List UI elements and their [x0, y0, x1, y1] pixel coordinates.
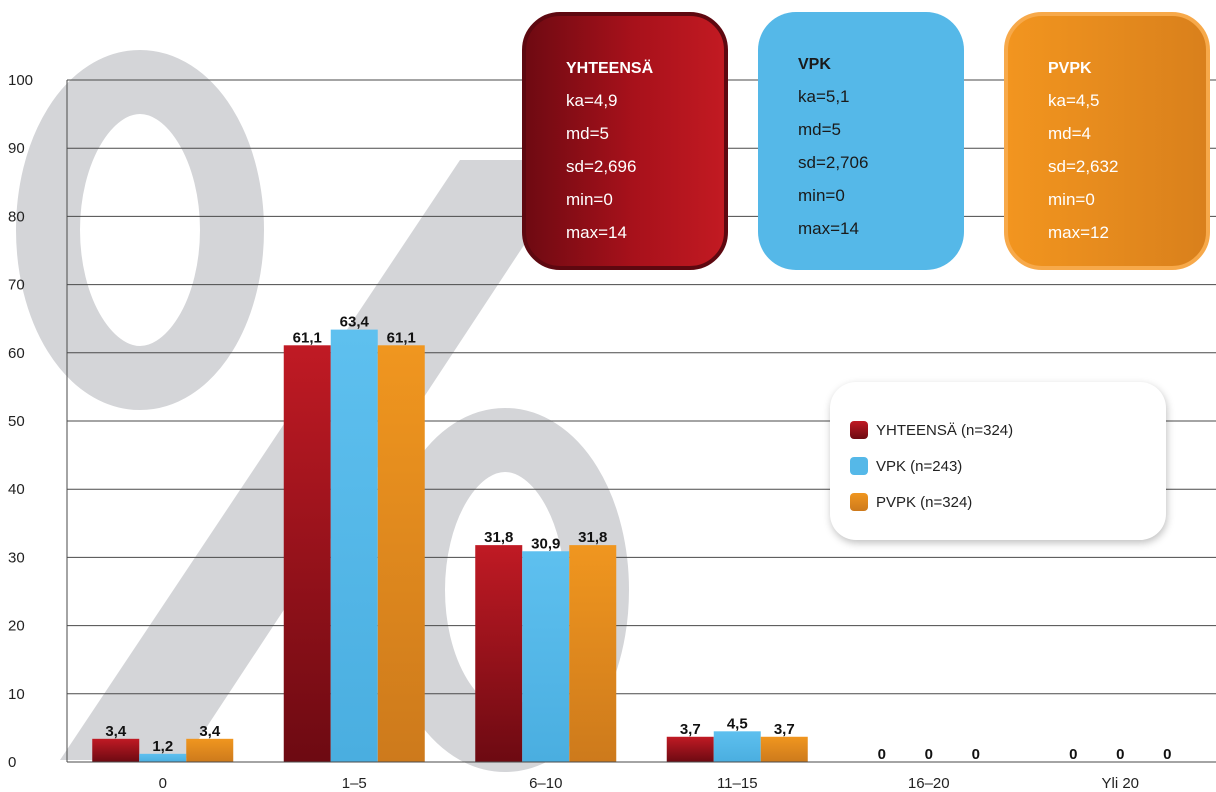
data-label: 0: [972, 746, 980, 763]
legend-label: PVPK (n=324): [876, 493, 973, 511]
legend-item-vpk: VPK (n=243): [850, 448, 1166, 484]
stat-sd: sd=2,706: [798, 153, 869, 172]
stat-box-title: PVPK: [1048, 60, 1092, 77]
bar: [713, 731, 761, 762]
stat-sd: sd=2,696: [566, 157, 637, 176]
value-labels: 3,4 1,2 3,4 61,1 63,4 61,1 31,8 30,9 31,8 3,7 4,5 3…: [105, 314, 1171, 763]
data-label: 61,1: [387, 329, 416, 346]
bar: [760, 736, 808, 762]
stat-min: min=0: [566, 190, 613, 209]
bar: [522, 551, 570, 762]
data-label: 0: [1116, 746, 1124, 763]
stat-box-pvpk: PVPK ka=4,5 md=4 sd=2,632 min=0 max=12: [1004, 12, 1210, 270]
data-label: 0: [878, 746, 886, 763]
stat-median: md=5: [566, 124, 609, 143]
x-tick-label: 6–10: [529, 775, 562, 792]
y-tick-label: 30: [8, 549, 25, 566]
y-tick-label: 60: [8, 345, 25, 362]
stat-sd: sd=2,632: [1048, 157, 1119, 176]
x-tick-label: 11–15: [717, 775, 758, 792]
stat-mean: ka=4,9: [566, 91, 618, 110]
data-label: 30,9: [531, 535, 560, 552]
stat-box-title: VPK: [798, 56, 831, 73]
bar: [186, 738, 234, 762]
stat-min: min=0: [1048, 190, 1095, 209]
legend-swatch-blue: [850, 457, 868, 475]
bars: [92, 329, 808, 762]
bar: [330, 329, 378, 762]
bar: [283, 345, 331, 762]
y-tick-label: 70: [8, 277, 25, 294]
legend-item-yhteensa: YHTEENSÄ (n=324): [850, 412, 1166, 448]
bar: [139, 753, 187, 762]
stat-median: md=5: [798, 120, 841, 139]
legend-swatch-red: [850, 421, 868, 439]
data-label: 3,4: [105, 723, 127, 740]
data-label: 63,4: [340, 314, 370, 331]
bar: [475, 545, 523, 762]
chart-legend: YHTEENSÄ (n=324) VPK (n=243) PVPK (n=324…: [830, 382, 1166, 540]
y-tick-label: 50: [8, 413, 25, 430]
bar: [377, 345, 425, 762]
x-tick-label: Yli 20: [1101, 775, 1139, 792]
stat-box-yhteensa: YHTEENSÄ ka=4,9 md=5 sd=2,696 min=0 max=…: [522, 12, 728, 270]
y-tick-label: 90: [8, 140, 25, 157]
stat-max: max=12: [1048, 223, 1109, 242]
bar: [666, 736, 714, 762]
legend-swatch-orange: [850, 493, 868, 511]
bar: [92, 738, 140, 762]
data-label: 31,8: [484, 529, 513, 546]
stat-mean: ka=5,1: [798, 87, 850, 106]
data-label: 4,5: [727, 715, 748, 732]
y-tick-label: 20: [8, 618, 25, 635]
x-tick-label: 0: [159, 775, 167, 792]
stat-mean: ka=4,5: [1048, 91, 1100, 110]
bar: [569, 545, 617, 762]
data-label: 3,7: [680, 721, 701, 738]
stat-max: max=14: [798, 219, 859, 238]
data-label: 1,2: [152, 738, 173, 755]
stat-min: min=0: [798, 186, 845, 205]
data-label: 0: [925, 746, 933, 763]
data-label: 61,1: [293, 329, 322, 346]
stat-box-vpk: VPK ka=5,1 md=5 sd=2,706 min=0 max=14: [758, 12, 964, 270]
axes: 0 10 20 30 40 50 60 70 80 90 100 0 1–5 6–10 11–15 16–20…: [8, 72, 1216, 792]
stat-box-title: YHTEENSÄ: [566, 60, 654, 77]
y-tick-label: 10: [8, 686, 25, 703]
legend-label: VPK (n=243): [876, 457, 963, 475]
y-tick-label: 80: [8, 208, 25, 225]
data-label: 0: [1069, 746, 1077, 763]
x-tick-label: 1–5: [342, 775, 367, 792]
data-label: 3,7: [774, 721, 795, 738]
data-label: 0: [1163, 746, 1171, 763]
y-tick-label: 0: [8, 754, 16, 771]
y-tick-label: 40: [8, 481, 25, 498]
stat-max: max=14: [566, 223, 627, 242]
y-tick-label: 100: [8, 72, 33, 89]
data-label: 3,4: [199, 723, 221, 740]
legend-item-pvpk: PVPK (n=324): [850, 484, 1166, 520]
legend-label: YHTEENSÄ (n=324): [876, 421, 1014, 439]
data-label: 31,8: [578, 529, 607, 546]
stat-median: md=4: [1048, 124, 1091, 143]
x-tick-label: 16–20: [908, 775, 950, 792]
